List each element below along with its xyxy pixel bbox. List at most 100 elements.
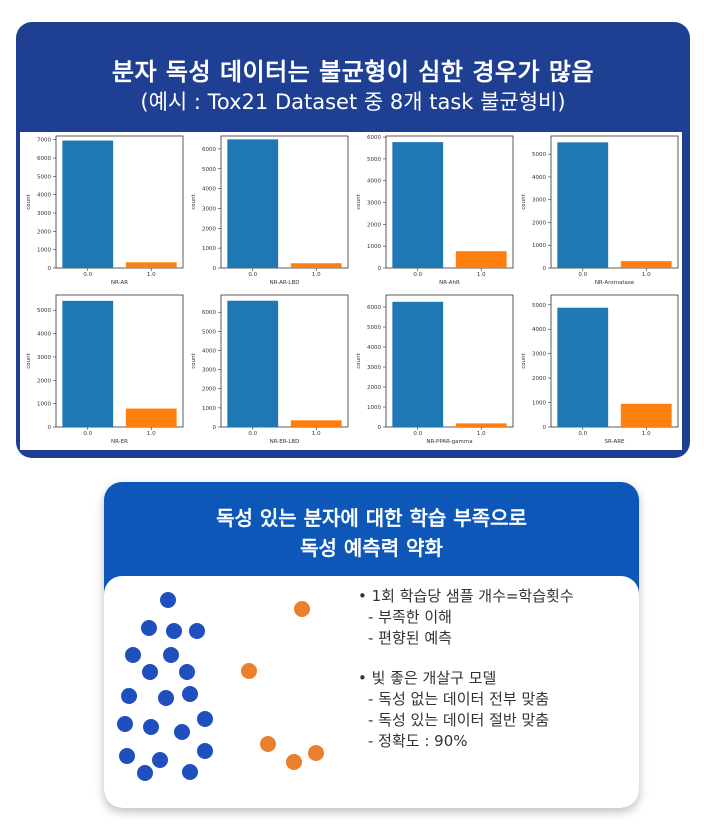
y-tick-label: 2000: [367, 385, 381, 391]
bar-class-1: [455, 423, 507, 427]
blue-dot: [121, 688, 137, 704]
y-tick-label: 0: [213, 425, 217, 431]
y-tick-label: 3000: [37, 355, 51, 361]
blue-dot: [137, 765, 153, 781]
blue-dot: [160, 592, 176, 608]
x-tick-label: 0.0: [248, 272, 257, 278]
y-tick-label: 5000: [202, 329, 216, 335]
x-tick-label: 0.0: [578, 431, 587, 437]
bar-chart-nr-aromatase: 0 1000 2000 3000 4000 5000 0.0 1.0 NR-Aromatase c…: [521, 135, 679, 286]
x-tick-label: 1.0: [147, 272, 156, 278]
y-axis-label: count: [26, 352, 32, 368]
y-tick-label: 4000: [37, 332, 51, 338]
blue-dot: [182, 686, 198, 702]
y-tick-label: 3000: [367, 365, 381, 371]
y-tick-label: 1000: [532, 243, 546, 249]
bar-class-1: [125, 262, 177, 268]
y-tick-label: 4000: [367, 345, 381, 351]
y-tick-label: 1000: [367, 244, 381, 250]
x-tick-label: 1.0: [642, 272, 651, 278]
blue-dot: [143, 719, 159, 735]
y-tick-label: 2000: [202, 387, 216, 393]
y-axis-label: count: [356, 193, 362, 209]
bullet-sub-item: - 편향된 예측: [368, 629, 452, 647]
bar-class-1: [620, 403, 672, 427]
x-tick-label: 1.0: [312, 431, 321, 437]
blue-dot: [189, 623, 205, 639]
x-axis-label: NR-AR: [111, 280, 128, 286]
y-tick-label: 3000: [37, 211, 51, 217]
y-tick-label: 5000: [367, 157, 381, 163]
x-axis-label: NR-ER: [111, 439, 128, 445]
y-tick-label: 0: [48, 425, 52, 431]
blue-dot: [197, 743, 213, 759]
y-tick-label: 0: [48, 266, 52, 272]
y-tick-label: 0: [543, 266, 547, 272]
orange-dot: [308, 745, 324, 761]
blue-dot: [142, 664, 158, 680]
y-tick-label: 0: [213, 266, 217, 272]
y-axis-label: count: [191, 193, 197, 209]
x-axis-label: NR-ER-LBD: [270, 439, 300, 445]
page-title: 분자 독성 데이터는 불균형이 심한 경우가 많음: [111, 58, 595, 86]
y-tick-label: 3000: [532, 352, 546, 358]
y-tick-label: 4000: [202, 187, 216, 193]
blue-dot: [125, 647, 141, 663]
blue-dot: [158, 690, 174, 706]
bar-class-0: [557, 307, 609, 427]
x-tick-label: 0.0: [413, 431, 422, 437]
bar-class-0: [557, 142, 609, 268]
blue-dot: [152, 752, 168, 768]
y-tick-label: 2000: [532, 376, 546, 382]
x-tick-label: 0.0: [83, 272, 92, 278]
x-tick-label: 0.0: [578, 272, 587, 278]
x-axis-label: NR-AR-LBD: [270, 280, 300, 286]
blue-dot: [166, 623, 182, 639]
bar-class-1: [455, 251, 507, 268]
x-tick-label: 1.0: [642, 431, 651, 437]
bar-chart-nr-ahr: 0 1000 2000 3000 4000 5000 6000 0.0 1.0 NR-AhR cou…: [356, 135, 514, 286]
y-tick-label: 4000: [202, 348, 216, 354]
y-tick-label: 2000: [202, 226, 216, 232]
x-tick-label: 0.0: [248, 431, 257, 437]
y-tick-label: 3000: [202, 206, 216, 212]
bar-class-1: [290, 263, 342, 268]
x-tick-label: 1.0: [477, 431, 486, 437]
bar-class-0: [392, 301, 444, 427]
bar-class-0: [62, 140, 114, 268]
bar-class-0: [227, 139, 279, 268]
summary-title-line1: 독성 있는 분자에 대한 학습 부족으로: [216, 506, 527, 530]
summary-body: • 1회 학습당 샘플 개수=학습횟수 - 부족한 이해 - 편향된 예측 • …: [104, 576, 639, 808]
bullet-model: • 빛 좋은 개살구 모델: [358, 669, 497, 687]
summary-card: 독성 있는 분자에 대한 학습 부족으로 독성 예측력 약화: [104, 482, 639, 808]
y-axis-label: count: [521, 193, 527, 209]
summary-title-line2: 독성 예측력 약화: [300, 536, 443, 560]
bullet-sub-item: - 부족한 이해: [368, 608, 452, 626]
y-tick-label: 4000: [37, 193, 51, 199]
y-tick-label: 2000: [532, 220, 546, 226]
y-tick-label: 1000: [202, 246, 216, 252]
chart-grid: 0 1000 2000 3000 4000 5000 6000 7000 0.0 1.0 NR-AR…: [20, 132, 682, 450]
y-tick-label: 6000: [202, 310, 216, 316]
y-tick-label: 1000: [367, 405, 381, 411]
x-tick-label: 1.0: [312, 272, 321, 278]
y-tick-label: 4000: [532, 175, 546, 181]
y-tick-label: 5000: [532, 152, 546, 158]
orange-dot: [286, 754, 302, 770]
y-axis-label: count: [356, 352, 362, 368]
y-axis-label: count: [191, 352, 197, 368]
y-tick-label: 1000: [37, 402, 51, 408]
bar-class-1: [290, 420, 342, 427]
y-tick-label: 2000: [367, 222, 381, 228]
y-axis-label: count: [521, 352, 527, 368]
orange-dot: [294, 601, 310, 617]
y-tick-label: 5000: [367, 325, 381, 331]
bar-chart-nr-ar: 0 1000 2000 3000 4000 5000 6000 7000 0.0 1.0 NR-AR…: [26, 135, 184, 286]
x-tick-label: 0.0: [413, 272, 422, 278]
y-tick-label: 0: [378, 425, 382, 431]
bar-chart-nr-ppar-gamma: 0 1000 2000 3000 4000 5000 6000 0.0 1.0 NR-PPAR-g…: [356, 294, 514, 445]
y-axis-label: count: [26, 193, 32, 209]
blue-dot: [174, 724, 190, 740]
page-subtitle: (예시 : Tox21 Dataset 중 8개 task 불균형비): [140, 90, 566, 114]
y-tick-label: 2000: [37, 378, 51, 384]
